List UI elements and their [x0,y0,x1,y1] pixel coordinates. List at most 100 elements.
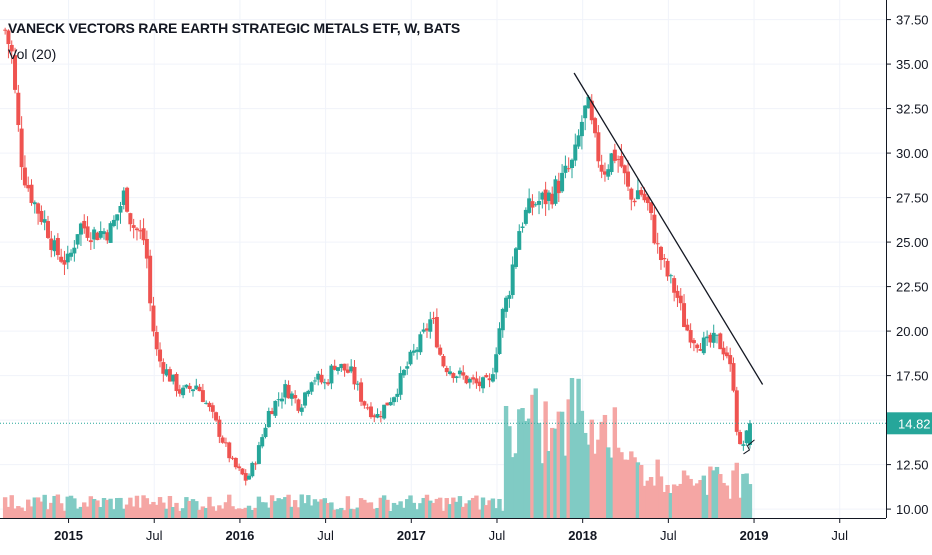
candle-body [415,349,420,352]
candle-body [553,179,558,204]
candle-body [237,466,242,469]
volume-bar [253,507,258,518]
volume-bar [708,466,713,518]
volume-bar [121,508,126,518]
volume-bar [177,510,183,518]
candle-body [75,234,80,245]
candle-body [708,334,713,343]
volume-bar [233,509,239,518]
volume-bar [381,495,387,518]
volume-bar [197,509,202,518]
candle-body [164,369,169,376]
volume-bar [398,501,403,518]
volume-bar [467,500,473,518]
candle-body [385,402,390,406]
candle-body [184,384,189,388]
candle-body [711,332,716,343]
x-tick-label: Jul [317,528,334,543]
volume-bar [490,498,496,518]
candle-body [546,192,551,201]
candle-body [537,200,542,205]
volume-bar [388,510,393,518]
candle-body [355,383,360,385]
x-tick-label: 2015 [54,528,83,543]
volume-bar [662,491,667,518]
volume-bar [240,509,245,518]
candle-body [352,366,357,385]
volume-bar [681,470,687,518]
candle-body [128,213,133,225]
candle-body [78,223,83,235]
candle-body [227,442,232,459]
volume-bar [118,497,123,518]
candle-body [701,337,706,354]
candle-body [266,410,271,428]
candle-body [481,377,486,389]
volume-bar [52,495,57,518]
volume-bar [111,509,117,518]
volume-bar [566,399,571,518]
candle-body [461,372,466,376]
candle-body [148,255,153,304]
trend-line[interactable] [573,72,764,385]
volume-bar [39,501,44,518]
candle-body [108,223,113,243]
candle-body [131,225,136,228]
candle-body [210,405,215,412]
candle-body [609,153,614,173]
candle-body [645,197,650,204]
volume-bar [625,459,631,518]
candle-body [240,468,245,475]
volume-bar [642,485,647,518]
volume-bar [461,506,466,518]
y-tick-label: 12.50 [896,458,929,473]
candle-body [230,457,235,459]
y-tick-label: 25.00 [896,235,929,250]
volume-bar [602,414,608,518]
volume-bar [691,485,697,518]
x-tick-label: 2017 [397,528,426,543]
candle-body [134,228,139,231]
candle-body [223,442,228,444]
volume-bar [302,503,308,518]
volume-bar [520,408,525,518]
candle-body [177,389,182,394]
candle-body [619,155,624,167]
candle-body [467,378,472,383]
candle-body [438,347,443,355]
candle-body [682,303,687,328]
candle-body [197,386,202,392]
candle-body [477,381,482,387]
candle-body [576,135,581,147]
volume-bar [375,507,380,518]
candle-body [29,184,34,203]
volume-bar [464,503,469,518]
last-price-badge [887,412,932,435]
volume-bar [85,506,90,518]
candle-body [632,200,637,203]
volume-bar [451,497,456,518]
candle-body [566,168,571,170]
volume-bar [378,497,384,518]
volume-bar [553,428,558,518]
volume-bar [497,498,502,518]
candle-body [583,105,588,119]
drawn-arrow[interactable] [743,439,755,455]
candle-body [299,407,304,412]
volume-bar [171,506,176,518]
x-tick-label: 2018 [568,528,597,543]
volume-bar [536,422,542,518]
candle-body [253,463,258,465]
volume-bar [306,495,311,518]
volume-bar [424,494,430,518]
candle-body [523,209,528,224]
candle-body [507,295,512,299]
volume-bar [671,484,677,518]
candle-body [705,336,710,339]
volume-indicator-label[interactable]: Vol (20) [8,46,57,62]
candle-body [88,240,93,243]
candle-body [141,228,146,241]
candle-body [95,232,100,241]
